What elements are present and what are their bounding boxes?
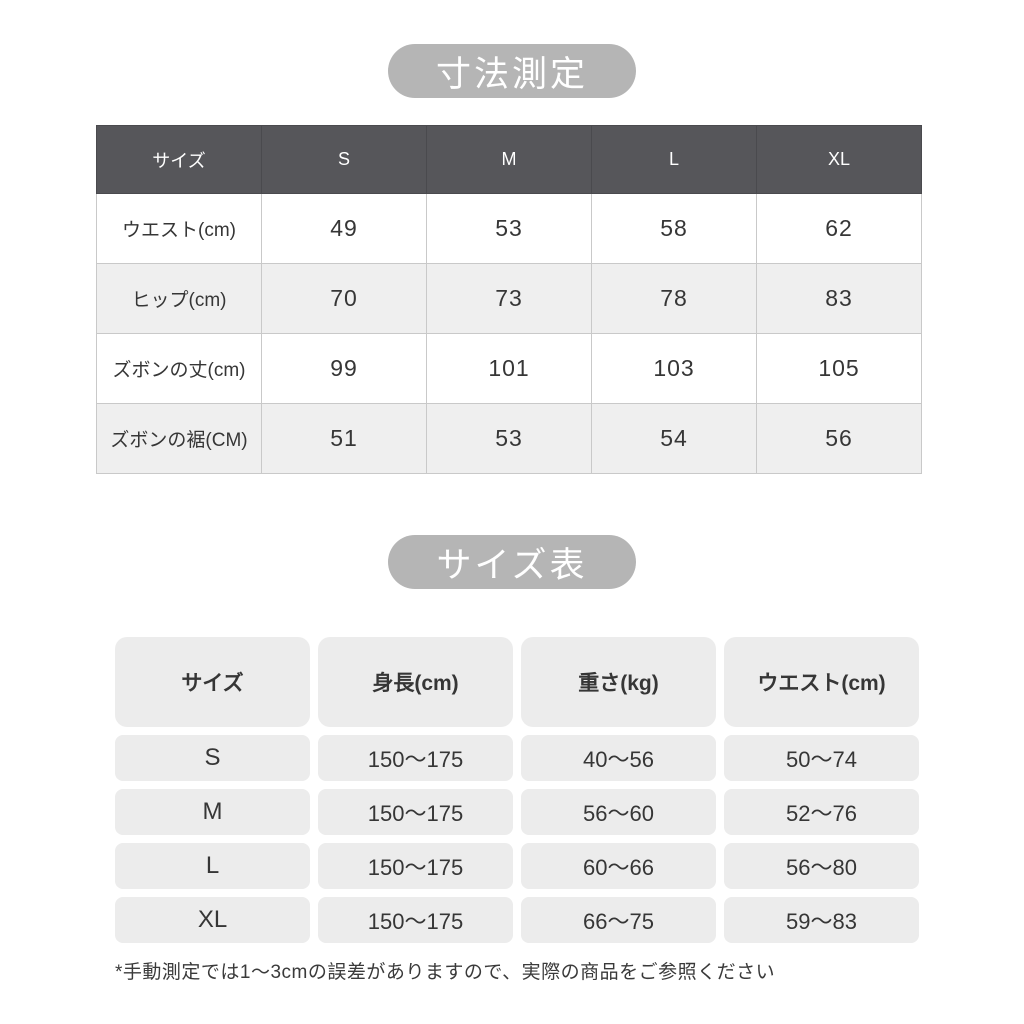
table-cell: 99 bbox=[261, 333, 427, 404]
table-cell: 40〜56 bbox=[521, 735, 716, 781]
table-cell: 56〜80 bbox=[724, 843, 919, 889]
section-badge-size-chart-label: サイズ表 bbox=[436, 545, 588, 585]
row-label: ウエスト(cm) bbox=[96, 193, 262, 264]
size-chart-header-waist: ウエスト(cm) bbox=[724, 637, 919, 727]
table-cell: 66〜75 bbox=[521, 897, 716, 943]
size-label-s: S bbox=[115, 735, 310, 781]
table-cell: 150〜175 bbox=[318, 735, 513, 781]
table-cell: 49 bbox=[261, 193, 427, 264]
header-cell-xl: XL bbox=[756, 125, 922, 194]
table-row-pants-length: ズボンの丈(cm) 99 101 103 105 bbox=[96, 333, 922, 404]
size-chart-header-height: 身長(cm) bbox=[318, 637, 513, 727]
measurement-table-body: ウエスト(cm) 49 53 58 62 ヒップ(cm) 70 73 78 83… bbox=[96, 193, 922, 474]
row-label: ズボンの裾(CM) bbox=[96, 403, 262, 474]
table-cell: 50〜74 bbox=[724, 735, 919, 781]
table-cell: 51 bbox=[261, 403, 427, 474]
table-cell: 62 bbox=[756, 193, 922, 264]
section-badge-measurement: 寸法測定 bbox=[388, 44, 636, 98]
row-label: ヒップ(cm) bbox=[96, 263, 262, 334]
table-cell: 52〜76 bbox=[724, 789, 919, 835]
table-cell: 53 bbox=[426, 193, 592, 264]
table-row-pants-hem: ズボンの裾(CM) 51 53 54 56 bbox=[96, 403, 922, 474]
table-header-row: サイズ S M L XL bbox=[96, 125, 922, 194]
header-cell-m: M bbox=[426, 125, 592, 194]
size-label-m: M bbox=[115, 789, 310, 835]
header-cell-l: L bbox=[591, 125, 757, 194]
table-cell: 59〜83 bbox=[724, 897, 919, 943]
table-cell: 60〜66 bbox=[521, 843, 716, 889]
table-cell: 105 bbox=[756, 333, 922, 404]
table-cell: 103 bbox=[591, 333, 757, 404]
section-badge-size-chart: サイズ表 bbox=[388, 535, 636, 589]
measurement-disclaimer-note: *手動測定では1〜3cmの誤差がありますので、実際の商品をご参照ください bbox=[115, 962, 776, 983]
table-cell: 70 bbox=[261, 263, 427, 334]
table-cell: 73 bbox=[426, 263, 592, 334]
measurement-table-header: サイズ S M L XL bbox=[96, 125, 922, 194]
table-row-hip: ヒップ(cm) 70 73 78 83 bbox=[96, 263, 922, 334]
table-cell: 101 bbox=[426, 333, 592, 404]
header-cell-s: S bbox=[261, 125, 427, 194]
table-row-waist: ウエスト(cm) 49 53 58 62 bbox=[96, 193, 922, 264]
row-label: ズボンの丈(cm) bbox=[96, 333, 262, 404]
table-cell: 53 bbox=[426, 403, 592, 474]
table-cell: 78 bbox=[591, 263, 757, 334]
table-cell: 150〜175 bbox=[318, 789, 513, 835]
table-cell: 150〜175 bbox=[318, 843, 513, 889]
size-label-l: L bbox=[115, 843, 310, 889]
table-cell: 56 bbox=[756, 403, 922, 474]
size-chart-table: サイズ 身長(cm) 重さ(kg) ウエスト(cm) S 150〜175 40〜… bbox=[115, 637, 919, 943]
section-badge-measurement-label: 寸法測定 bbox=[435, 54, 588, 94]
table-cell: 56〜60 bbox=[521, 789, 716, 835]
table-cell: 54 bbox=[591, 403, 757, 474]
size-chart-header-size: サイズ bbox=[115, 637, 310, 727]
table-cell: 83 bbox=[756, 263, 922, 334]
measurement-table: サイズ S M L XL ウエスト(cm) 49 53 58 62 ヒップ(cm… bbox=[96, 125, 922, 474]
header-cell-size: サイズ bbox=[96, 125, 262, 194]
size-label-xl: XL bbox=[115, 897, 310, 943]
table-cell: 58 bbox=[591, 193, 757, 264]
size-chart-header-weight: 重さ(kg) bbox=[521, 637, 716, 727]
table-cell: 150〜175 bbox=[318, 897, 513, 943]
